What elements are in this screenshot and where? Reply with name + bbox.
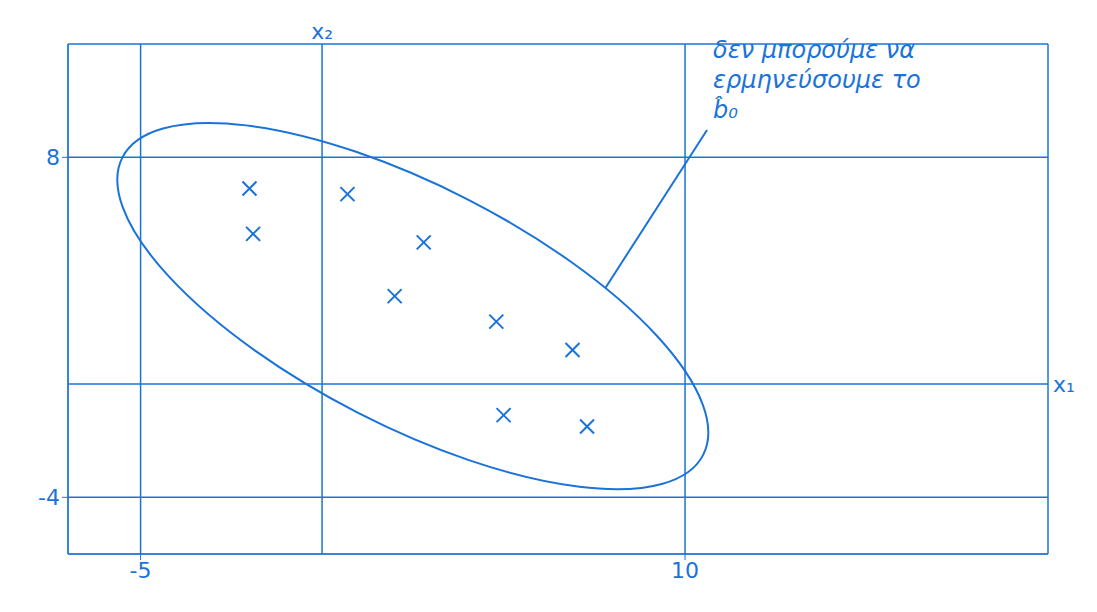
svg-text:x₁: x₁ <box>1053 372 1075 397</box>
svg-text:-4: -4 <box>38 485 60 510</box>
svg-text:δεν μπορούμε να: δεν μπορούμε να <box>713 36 915 64</box>
svg-text:b̂₀: b̂₀ <box>713 96 738 124</box>
svg-text:ερμηνεύσουμε το: ερμηνεύσουμε το <box>713 66 921 94</box>
svg-text:8: 8 <box>46 145 60 170</box>
svg-text:10: 10 <box>671 558 699 583</box>
svg-text:x₂: x₂ <box>311 19 333 44</box>
svg-text:-5: -5 <box>130 558 152 583</box>
